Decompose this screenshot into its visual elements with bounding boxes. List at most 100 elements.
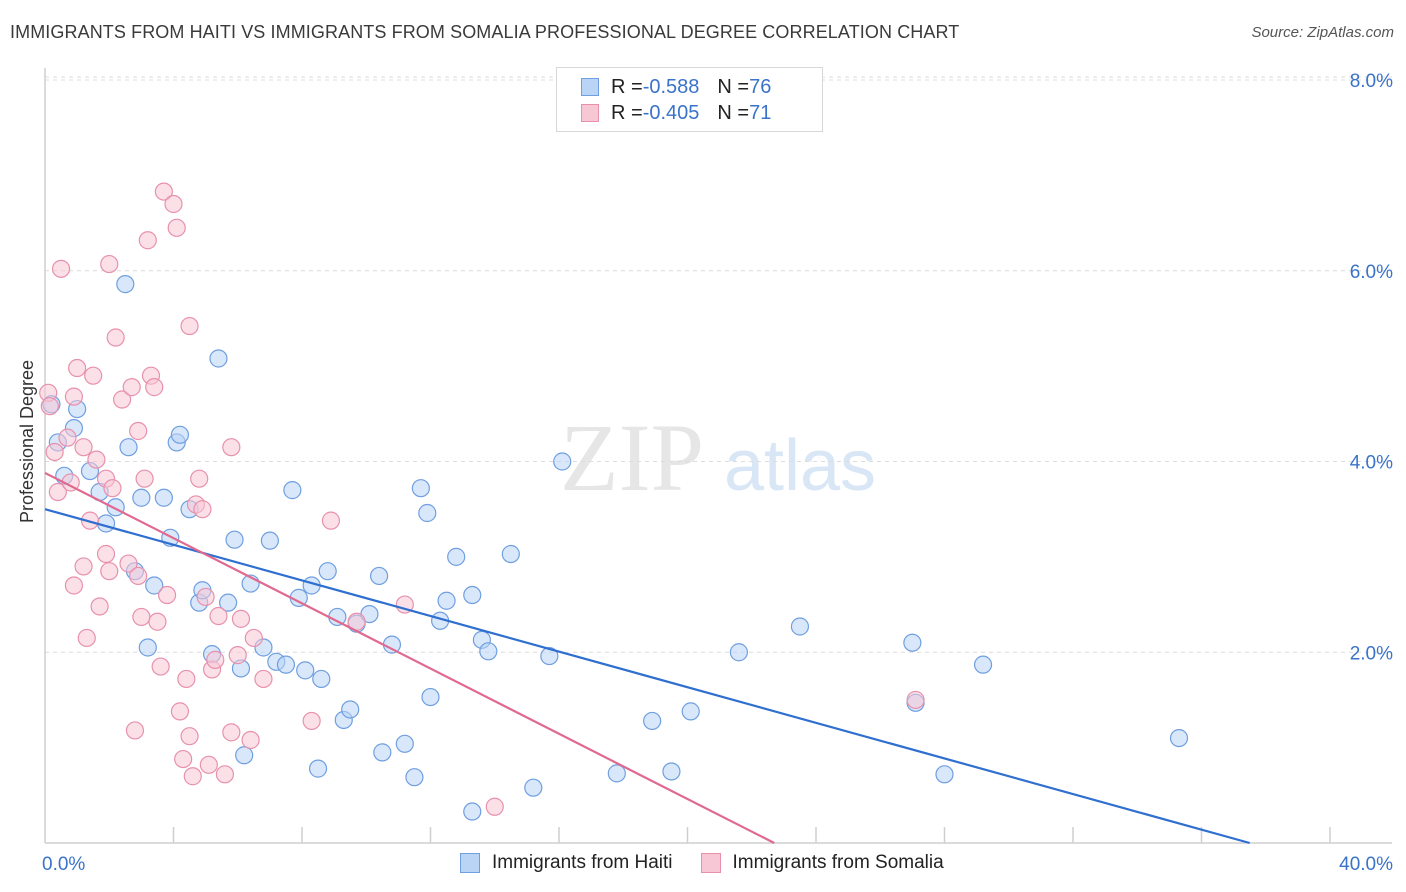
- somalia-point: [51, 259, 71, 278]
- haiti-point: [373, 743, 392, 762]
- haiti-point: [312, 669, 331, 689]
- haiti-point: [341, 700, 360, 719]
- somalia-point: [154, 182, 173, 201]
- haiti-point: [209, 349, 228, 368]
- bottom-somalia-swatch: [700, 853, 721, 873]
- somalia-point: [254, 669, 273, 689]
- haiti-point: [318, 562, 337, 581]
- haiti-r-label: R =: [611, 75, 643, 98]
- somalia-point: [74, 557, 93, 576]
- somalia-point: [199, 755, 218, 774]
- somalia-point: [209, 606, 228, 626]
- haiti-point: [553, 452, 572, 471]
- haiti-point: [479, 642, 498, 661]
- somalia-r-value: -0.405: [642, 101, 700, 124]
- somalia-point: [206, 650, 225, 669]
- haiti-point: [935, 765, 954, 784]
- haiti-point: [903, 633, 922, 652]
- somalia-point: [148, 612, 167, 631]
- haiti-point: [370, 566, 389, 586]
- somalia-point: [222, 438, 241, 457]
- legend-row-somalia: R = -0.405 N = 71: [581, 101, 771, 125]
- somalia-point: [485, 797, 504, 816]
- haiti-point: [540, 646, 559, 666]
- haiti-point: [219, 593, 238, 612]
- x-tick-label: 0.0%: [42, 854, 85, 875]
- source-label: Source: ZipAtlas.com: [1251, 24, 1394, 41]
- haiti-point: [116, 275, 135, 294]
- somalia-point: [174, 749, 193, 769]
- somalia-point: [122, 378, 141, 397]
- haiti-point: [421, 687, 440, 707]
- somalia-point: [106, 328, 125, 347]
- somalia-point: [228, 646, 247, 665]
- somalia-point: [132, 607, 151, 627]
- haiti-point: [382, 635, 402, 654]
- somalia-point: [103, 479, 122, 498]
- somalia-point: [196, 587, 215, 607]
- haiti-point: [154, 488, 173, 507]
- somalia-point: [87, 450, 106, 469]
- haiti-point: [463, 802, 482, 821]
- somalia-point: [138, 231, 157, 250]
- somalia-point: [215, 765, 234, 784]
- somalia-n-label: N =: [717, 101, 750, 124]
- haiti-point: [106, 498, 125, 517]
- legend: R = -0.588 N = 76 R = -0.405 N = 71: [556, 67, 823, 132]
- somalia-point: [135, 469, 154, 488]
- somalia-point: [167, 218, 186, 237]
- somalia-point: [180, 316, 199, 336]
- bottom-legend-haiti: Immigrants from Haiti: [460, 852, 673, 874]
- haiti-point: [418, 503, 437, 523]
- bottom-haiti-swatch: [460, 853, 480, 873]
- haiti-point: [1169, 728, 1189, 748]
- somalia-trend-line: [44, 471, 775, 844]
- somalia-point: [302, 711, 321, 731]
- haiti-point: [405, 768, 424, 787]
- somalia-point: [157, 585, 177, 605]
- x-tick-label: 40.0%: [1339, 854, 1393, 875]
- bottom-somalia-label: Immigrants from Somalia: [732, 852, 944, 873]
- somalia-point: [906, 690, 925, 710]
- trend-lines: [44, 471, 1250, 845]
- haiti-point: [662, 762, 681, 781]
- haiti-point: [170, 425, 190, 444]
- somalia-point: [68, 358, 87, 378]
- watermark-atlas: atlas: [724, 426, 876, 506]
- somalia-point: [164, 194, 183, 214]
- haiti-point: [296, 661, 315, 680]
- haiti-point: [463, 585, 482, 605]
- bottom-haiti-label: Immigrants from Haiti: [492, 852, 673, 873]
- somalia-point: [177, 669, 196, 689]
- haiti-point: [681, 702, 700, 721]
- somalia-point: [241, 730, 260, 750]
- somalia-point: [190, 469, 209, 488]
- y-axis-label: Professional Degree: [17, 360, 37, 523]
- somalia-point: [129, 566, 148, 586]
- somalia-point: [170, 702, 190, 721]
- somalia-point: [45, 442, 64, 462]
- haiti-point: [411, 479, 430, 498]
- somalia-point: [58, 428, 77, 447]
- haiti-points: [42, 275, 1189, 821]
- somalia-swatch: [581, 104, 599, 122]
- somalia-point: [180, 727, 199, 746]
- watermark: ZIP atlas: [560, 404, 876, 511]
- haiti-point: [501, 544, 520, 564]
- somalia-point: [145, 378, 164, 397]
- somalia-point: [125, 721, 145, 740]
- haiti-point: [132, 488, 151, 507]
- somalia-point: [183, 767, 202, 786]
- somalia-point: [222, 723, 241, 742]
- axes: [44, 68, 1392, 844]
- somalia-r-label: R =: [611, 101, 643, 124]
- haiti-point: [138, 638, 157, 657]
- somalia-point: [77, 628, 96, 648]
- somalia-point: [151, 657, 170, 676]
- haiti-point: [643, 711, 662, 731]
- somalia-point: [84, 366, 103, 385]
- haiti-point: [283, 481, 302, 500]
- haiti-point: [607, 764, 626, 783]
- bottom-legend: Immigrants from Haiti Immigrants from So…: [460, 852, 972, 874]
